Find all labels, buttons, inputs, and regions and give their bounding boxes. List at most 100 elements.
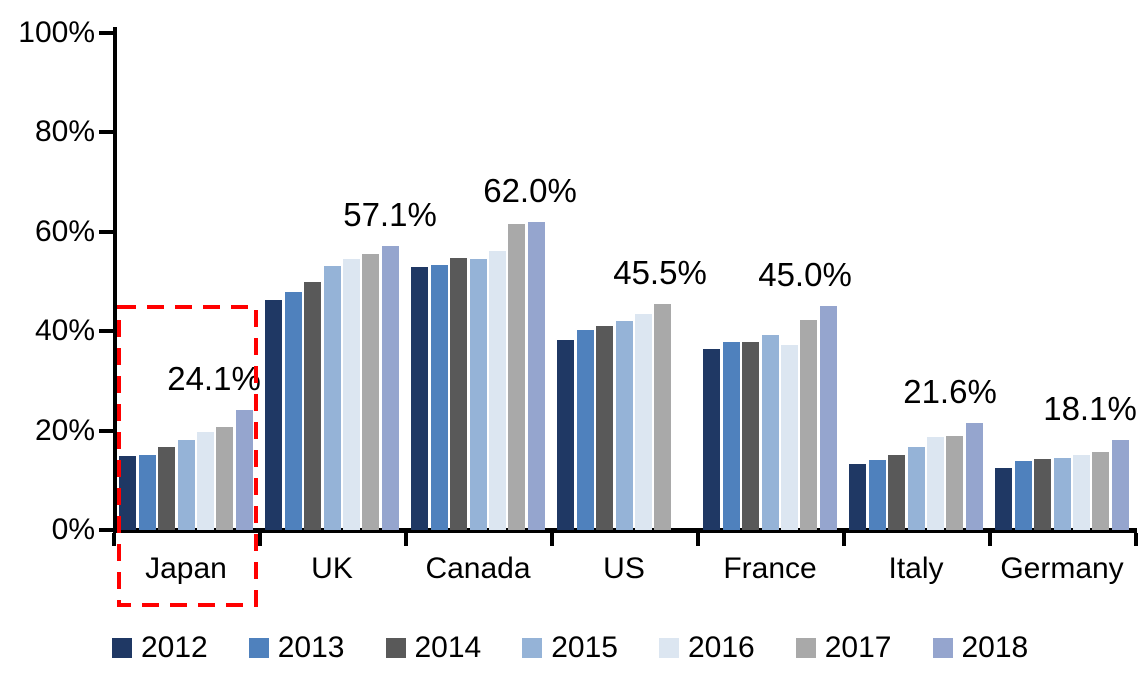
bar-japan-2013 — [138, 455, 156, 530]
bar-france-2016 — [780, 344, 798, 530]
legend-label: 2013 — [277, 631, 345, 664]
legend-swatch-icon — [659, 638, 679, 658]
bar-us-2012 — [557, 339, 575, 530]
bar-japan-2018 — [235, 410, 253, 530]
y-tick-mark — [99, 428, 113, 433]
bar-canada-2012 — [411, 266, 429, 530]
legend-item-2018: 2018 — [932, 631, 1029, 664]
bar-canada-2014 — [450, 257, 468, 530]
x-tick-mark — [112, 533, 116, 546]
y-axis-label: 40% — [34, 314, 95, 348]
bar-germany-2018 — [1111, 440, 1129, 530]
bar-france-2012 — [703, 348, 721, 530]
data-label-france: 45.0% — [758, 256, 852, 294]
x-tick-mark — [404, 533, 408, 546]
x-tick-mark — [842, 533, 846, 546]
bar-france-2018 — [819, 306, 837, 530]
bar-japan-2016 — [196, 431, 214, 530]
y-tick-mark — [99, 229, 113, 234]
bar-canada-2018 — [527, 221, 545, 530]
x-tick-mark — [1134, 533, 1138, 546]
x-axis-label-japan: Japan — [145, 552, 227, 585]
bar-italy-2012 — [849, 463, 867, 530]
data-label-uk: 57.1% — [343, 196, 437, 234]
bar-germany-2017 — [1092, 451, 1110, 530]
x-axis-label-us: US — [603, 552, 645, 585]
bar-germany-2013 — [1014, 461, 1032, 530]
x-tick-mark — [988, 533, 992, 546]
bar-france-2013 — [722, 342, 740, 530]
bar-uk-2014 — [304, 281, 322, 530]
y-axis-label: 20% — [34, 413, 95, 447]
y-tick-mark — [99, 31, 113, 35]
legend-item-2015: 2015 — [522, 632, 618, 664]
legend-item-2013: 2013 — [248, 631, 345, 664]
bar-france-2015 — [761, 334, 779, 530]
bar-japan-2017 — [216, 426, 234, 530]
legend-label: 2017 — [824, 631, 892, 664]
bar-us-2016 — [634, 313, 652, 530]
y-axis-label: 80% — [34, 115, 95, 149]
bar-germany-2012 — [995, 467, 1013, 530]
x-tick-mark — [550, 533, 554, 546]
y-axis-line — [113, 27, 117, 532]
bar-canada-2015 — [469, 258, 487, 530]
bar-germany-2014 — [1034, 459, 1052, 530]
y-tick-mark — [99, 528, 113, 532]
data-label-us: 45.5% — [613, 253, 707, 291]
bar-uk-2018 — [381, 246, 399, 530]
bar-france-2017 — [800, 319, 818, 530]
legend-label: 2015 — [551, 631, 618, 664]
bar-uk-2017 — [362, 253, 380, 530]
bar-italy-2016 — [926, 437, 944, 530]
y-axis-label: 0% — [51, 513, 95, 546]
bar-uk-2013 — [284, 292, 302, 530]
x-tick-mark — [696, 533, 700, 546]
bar-japan-2014 — [158, 447, 176, 530]
x-tick-mark — [258, 533, 262, 546]
bar-us-2013 — [576, 330, 594, 530]
bar-uk-2012 — [265, 299, 283, 530]
legend-label: 2012 — [141, 631, 208, 664]
bar-uk-2015 — [323, 265, 341, 530]
legend-swatch-icon — [795, 638, 816, 658]
legend-item-2012: 2012 — [112, 632, 208, 664]
y-tick-mark — [99, 329, 113, 334]
data-label-canada: 62.0% — [483, 171, 577, 209]
bar-italy-2018 — [965, 422, 983, 530]
data-label-germany: 18.1% — [1043, 390, 1137, 428]
y-axis-label: 100% — [18, 16, 95, 49]
data-label-japan: 24.1% — [167, 360, 261, 398]
legend-swatch-icon — [932, 638, 953, 658]
y-tick-mark — [99, 130, 113, 135]
legend-swatch-icon — [522, 638, 543, 658]
legend-swatch-icon — [385, 638, 406, 658]
x-axis-label-france: France — [723, 552, 817, 585]
x-axis-label-germany: Germany — [1000, 552, 1124, 585]
legend-item-2014: 2014 — [385, 631, 482, 664]
bar-us-2015 — [615, 320, 633, 530]
legend-label: 2014 — [414, 631, 482, 664]
x-axis-label-italy: Italy — [888, 552, 944, 585]
bar-japan-2015 — [177, 439, 195, 530]
legend-label: 2018 — [961, 631, 1029, 664]
y-axis-label: 60% — [34, 214, 95, 248]
bar-france-2014 — [742, 342, 760, 530]
bar-italy-2017 — [946, 436, 964, 530]
bar-italy-2015 — [907, 447, 925, 530]
bar-canada-2016 — [488, 251, 506, 530]
bar-germany-2016 — [1072, 454, 1090, 530]
x-axis-label-canada: Canada — [425, 552, 531, 585]
bar-italy-2014 — [888, 454, 906, 530]
bar-us-2014 — [596, 326, 614, 530]
legend-swatch-icon — [248, 638, 269, 658]
bar-us-2017 — [654, 303, 672, 530]
bar-germany-2015 — [1053, 457, 1071, 530]
bar-italy-2013 — [868, 460, 886, 530]
legend-item-2016: 2016 — [659, 632, 755, 664]
data-label-italy: 21.6% — [903, 372, 997, 410]
bar-canada-2013 — [430, 264, 448, 530]
legend-item-2017: 2017 — [795, 631, 892, 664]
legend-label: 2016 — [688, 631, 755, 664]
